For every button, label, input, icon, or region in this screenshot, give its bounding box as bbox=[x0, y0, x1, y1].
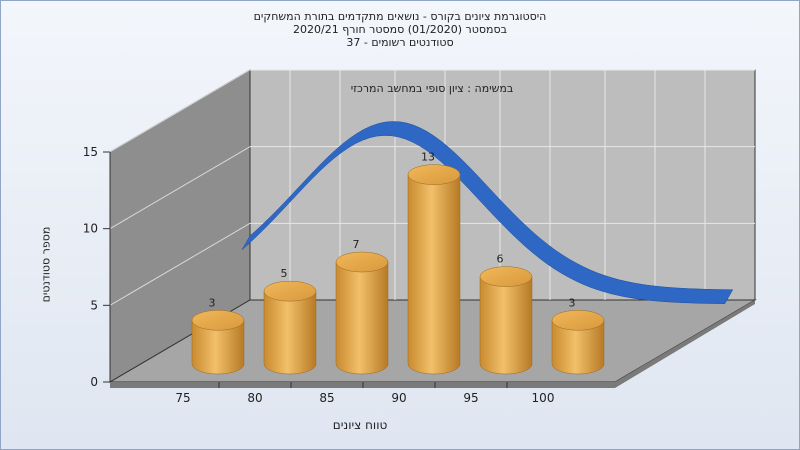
y-axis-label: מספר סטודנטים bbox=[39, 226, 53, 303]
gridline-wall bbox=[109, 222, 251, 306]
bar: 3 bbox=[551, 296, 605, 375]
bar-body bbox=[263, 290, 317, 375]
x-tick-label: 95 bbox=[463, 391, 478, 405]
x-tick-label: 80 bbox=[247, 391, 262, 405]
normal-curve-ribbon bbox=[241, 121, 734, 304]
bar-value-label: 3 bbox=[209, 296, 216, 309]
bar-body bbox=[191, 320, 245, 375]
bar-body bbox=[335, 261, 389, 375]
bar-value-label: 7 bbox=[353, 238, 360, 251]
title-line-1: היסטוגרמת ציונים בקורס - נושאים מתקדמים … bbox=[253, 10, 547, 23]
x-axis-label: טווח ציונים bbox=[332, 418, 388, 432]
title-line-3: סטודנטים רשומים - 37 bbox=[346, 36, 454, 49]
x-tick-label: 85 bbox=[319, 391, 334, 405]
bar: 7 bbox=[335, 238, 389, 375]
bar: 6 bbox=[479, 253, 533, 375]
chart-title: היסטוגרמת ציונים בקורס - נושאים מתקדמים … bbox=[0, 10, 800, 49]
bar-value-label: 13 bbox=[421, 151, 435, 164]
bar-value-label: 3 bbox=[569, 296, 576, 309]
bar-top bbox=[335, 251, 389, 273]
bar: 13 bbox=[407, 151, 461, 375]
bar: 5 bbox=[263, 267, 317, 375]
bar-top bbox=[191, 310, 245, 331]
bar-value-label: 5 bbox=[281, 267, 288, 280]
y-tick-label: 10 bbox=[83, 222, 98, 236]
gridline-wall bbox=[109, 146, 251, 230]
x-tick-label: 75 bbox=[175, 391, 190, 405]
bar: 3 bbox=[191, 296, 245, 375]
y-tick-label: 15 bbox=[83, 145, 98, 159]
bar-top bbox=[263, 280, 317, 302]
bar-top bbox=[407, 164, 461, 185]
bar-value-label: 6 bbox=[497, 253, 504, 266]
bar-body bbox=[479, 276, 533, 375]
bar-top bbox=[551, 310, 605, 331]
bar-body bbox=[551, 320, 605, 375]
x-tick-label: 90 bbox=[391, 391, 406, 405]
x-tick-label: 100 bbox=[532, 391, 555, 405]
y-tick-label: 0 bbox=[90, 375, 98, 389]
chart-subtitle: במשימה : ציון סופי במחשב המרכזי bbox=[351, 82, 514, 95]
bar-body bbox=[407, 174, 461, 375]
title-line-2: בסמסטר (01/2020) סמסטר חורף 2020/21 bbox=[293, 23, 507, 36]
y-tick-label: 5 bbox=[90, 298, 98, 312]
gridline-wall bbox=[109, 69, 251, 153]
bar-top bbox=[479, 266, 533, 287]
